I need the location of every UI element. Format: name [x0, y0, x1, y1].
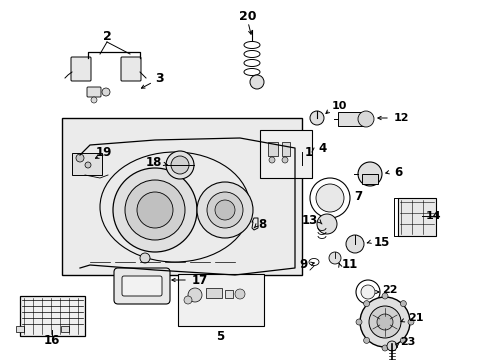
Circle shape — [363, 301, 369, 307]
Text: 3: 3 — [155, 72, 163, 85]
Circle shape — [125, 180, 184, 240]
Circle shape — [315, 184, 343, 212]
Circle shape — [381, 345, 387, 351]
Circle shape — [102, 88, 110, 96]
Circle shape — [206, 192, 243, 228]
Text: 23: 23 — [399, 337, 414, 347]
Circle shape — [316, 214, 336, 234]
FancyBboxPatch shape — [121, 57, 141, 81]
Circle shape — [386, 341, 396, 351]
Text: 21: 21 — [407, 313, 423, 323]
Text: 19: 19 — [96, 145, 112, 158]
Text: 10: 10 — [331, 101, 346, 111]
Text: 22: 22 — [381, 285, 397, 295]
Text: 6: 6 — [393, 166, 402, 179]
Text: 12: 12 — [393, 113, 408, 123]
Circle shape — [328, 252, 340, 264]
Circle shape — [359, 297, 409, 347]
Circle shape — [235, 289, 244, 299]
Circle shape — [113, 168, 197, 252]
Text: 4: 4 — [317, 141, 325, 154]
Circle shape — [215, 200, 235, 220]
Circle shape — [400, 337, 406, 343]
Bar — [397, 198, 435, 236]
Text: 1: 1 — [305, 145, 312, 158]
Circle shape — [381, 293, 387, 299]
Circle shape — [91, 97, 97, 103]
Circle shape — [363, 337, 369, 343]
Text: 5: 5 — [215, 329, 224, 342]
Bar — [267, 142, 278, 156]
Circle shape — [407, 319, 413, 325]
Text: 18: 18 — [145, 156, 162, 168]
Circle shape — [140, 253, 150, 263]
Circle shape — [197, 182, 252, 238]
Circle shape — [360, 285, 374, 299]
Circle shape — [355, 319, 361, 325]
FancyBboxPatch shape — [87, 87, 101, 97]
Circle shape — [183, 296, 192, 304]
Text: 8: 8 — [258, 217, 265, 230]
Circle shape — [400, 301, 406, 307]
Circle shape — [376, 314, 392, 330]
FancyBboxPatch shape — [114, 268, 170, 304]
Circle shape — [346, 235, 363, 253]
Bar — [205, 288, 222, 298]
Text: 2: 2 — [102, 30, 111, 42]
Bar — [61, 326, 69, 332]
FancyBboxPatch shape — [71, 57, 91, 81]
Text: 17: 17 — [192, 274, 208, 287]
Text: 14: 14 — [425, 211, 441, 221]
Bar — [20, 296, 85, 336]
Text: 15: 15 — [373, 235, 389, 248]
Circle shape — [368, 306, 400, 338]
Text: 20: 20 — [239, 9, 256, 22]
Bar — [224, 290, 232, 298]
Bar — [62, 118, 302, 275]
Bar — [260, 130, 311, 178]
Circle shape — [357, 162, 381, 186]
Bar — [72, 153, 102, 175]
Text: 9: 9 — [299, 257, 307, 270]
Text: 16: 16 — [44, 333, 60, 346]
Circle shape — [357, 111, 373, 127]
Bar — [361, 174, 377, 184]
Circle shape — [85, 162, 91, 168]
Text: 11: 11 — [341, 257, 358, 270]
FancyBboxPatch shape — [122, 276, 162, 296]
Bar — [337, 112, 365, 126]
Circle shape — [187, 288, 202, 302]
Text: 13: 13 — [301, 213, 317, 226]
Circle shape — [309, 111, 324, 125]
Bar — [16, 326, 24, 332]
Bar — [282, 142, 289, 156]
Circle shape — [249, 75, 264, 89]
Circle shape — [171, 156, 189, 174]
Circle shape — [165, 151, 194, 179]
Circle shape — [76, 154, 84, 162]
Bar — [178, 274, 264, 326]
Text: 7: 7 — [353, 189, 362, 202]
Circle shape — [137, 192, 173, 228]
Circle shape — [282, 157, 287, 163]
Circle shape — [268, 157, 274, 163]
